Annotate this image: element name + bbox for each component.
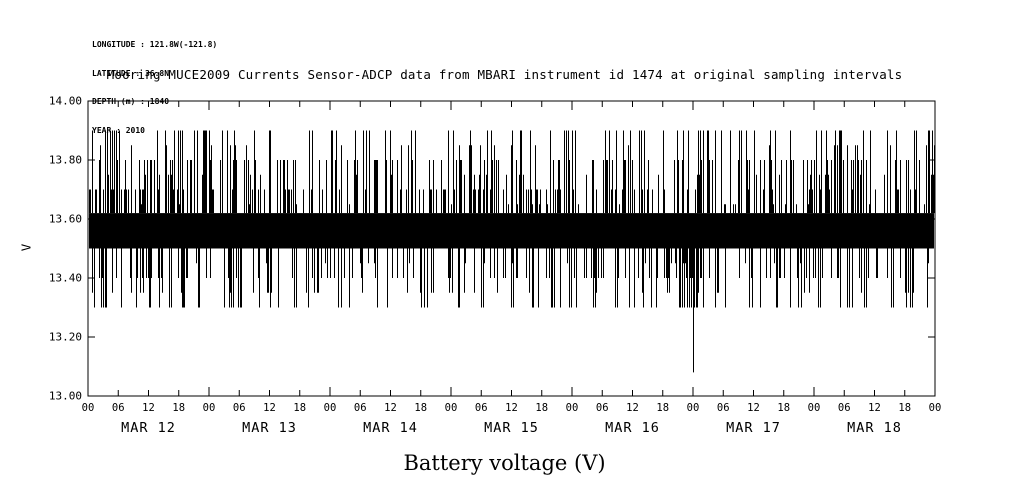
x-tick-label: 00 bbox=[929, 402, 942, 414]
x-tick-label: 00 bbox=[324, 402, 337, 414]
x-tick-label: 18 bbox=[172, 402, 185, 414]
x-tick-label: 18 bbox=[293, 402, 306, 414]
chart-title: Mooring MUCE2009 Currents Sensor-ADCP da… bbox=[106, 67, 903, 82]
x-tick-label: 18 bbox=[414, 402, 427, 414]
x-tick-label: 12 bbox=[626, 402, 639, 414]
x-tick-label: 00 bbox=[82, 402, 95, 414]
x-tick-label: 06 bbox=[233, 402, 246, 414]
x-tick-label: 12 bbox=[384, 402, 397, 414]
meta-year: YEAR : 2010 bbox=[92, 125, 145, 135]
x-tick-label: 00 bbox=[445, 402, 458, 414]
x-tick-label: 18 bbox=[656, 402, 669, 414]
day-label: MAR 16 bbox=[605, 420, 660, 436]
x-tick-label: 00 bbox=[808, 402, 821, 414]
battery-voltage-series bbox=[89, 130, 935, 373]
x-tick-label: 18 bbox=[535, 402, 548, 414]
x-tick-label: 00 bbox=[203, 402, 216, 414]
x-tick-label: 18 bbox=[898, 402, 911, 414]
meta-longitude: LONGITUDE : 121.8W(-121.8) bbox=[92, 40, 218, 49]
day-label: MAR 14 bbox=[363, 420, 418, 436]
y-tick-label: 13.80 bbox=[49, 154, 82, 167]
day-label: MAR 17 bbox=[726, 420, 781, 436]
x-tick-label: 06 bbox=[838, 402, 851, 414]
x-tick-label: 12 bbox=[142, 402, 155, 414]
x-tick-label: 00 bbox=[566, 402, 579, 414]
x-tick-label: 12 bbox=[747, 402, 760, 414]
y-tick-label: 13.40 bbox=[49, 272, 82, 285]
x-tick-label: 06 bbox=[717, 402, 730, 414]
y-tick-label: 13.60 bbox=[49, 213, 82, 226]
x-tick-label: 12 bbox=[263, 402, 276, 414]
x-tick-label: 06 bbox=[475, 402, 488, 414]
x-tick-label: 18 bbox=[777, 402, 790, 414]
x-tick-label: 12 bbox=[505, 402, 518, 414]
x-axis-title: Battery voltage (V) bbox=[403, 451, 606, 475]
day-label: MAR 13 bbox=[242, 420, 297, 436]
x-tick-label: 06 bbox=[596, 402, 609, 414]
day-label: MAR 18 bbox=[847, 420, 902, 436]
meta-latitude: LATITUDE : 36.8N bbox=[92, 68, 170, 78]
x-tick-label: 06 bbox=[112, 402, 125, 414]
y-tick-label: 13.20 bbox=[49, 331, 82, 344]
x-tick-label: 00 bbox=[687, 402, 700, 414]
voltage-band bbox=[89, 213, 934, 249]
day-label: MAR 12 bbox=[121, 420, 176, 436]
y-tick-label: 14.00 bbox=[49, 95, 82, 108]
y-tick-label: 13.00 bbox=[49, 390, 82, 403]
day-label: MAR 15 bbox=[484, 420, 539, 436]
x-tick-label: 12 bbox=[868, 402, 881, 414]
x-tick-label: 06 bbox=[354, 402, 367, 414]
